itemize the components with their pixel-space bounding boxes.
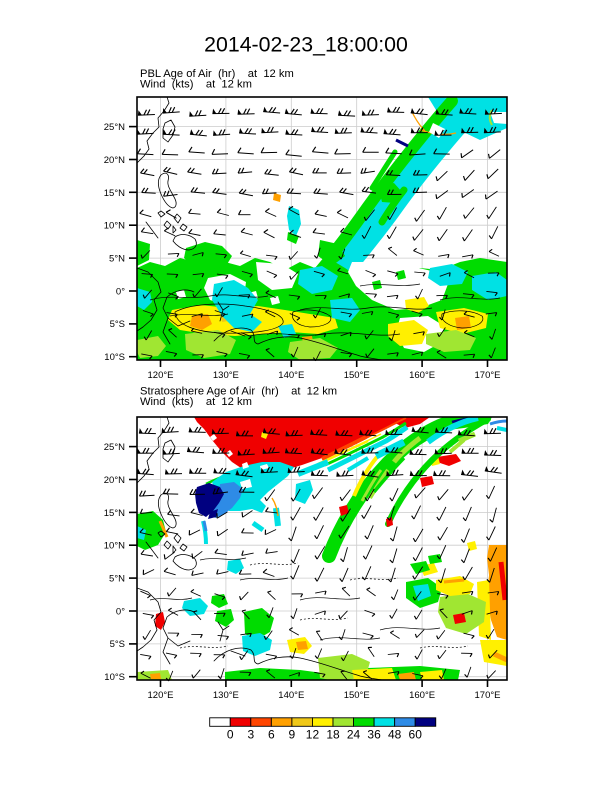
svg-text:Wind (kts) at 12 km: Wind (kts) at 12 km — [140, 396, 252, 408]
svg-text:5°N: 5°N — [109, 254, 125, 265]
svg-text:0°: 0° — [116, 286, 125, 297]
svg-text:150°E: 150°E — [344, 370, 370, 381]
svg-text:160°E: 160°E — [409, 690, 435, 701]
svg-text:10°S: 10°S — [104, 352, 125, 363]
svg-text:130°E: 130°E — [213, 370, 239, 381]
svg-text:10°S: 10°S — [104, 672, 125, 683]
svg-text:20°N: 20°N — [104, 155, 125, 166]
svg-text:5°N: 5°N — [109, 574, 125, 585]
svg-text:140°E: 140°E — [278, 370, 304, 381]
svg-text:170°E: 170°E — [475, 690, 501, 701]
svg-text:140°E: 140°E — [278, 690, 304, 701]
svg-text:6: 6 — [268, 728, 275, 742]
svg-text:PBL Age of Air (hr) at 12: PBL Age of Air (hr) at 12 km — [140, 68, 294, 80]
svg-text:10°N: 10°N — [104, 541, 125, 552]
svg-text:Wind (kts) at 12 km: Wind (kts) at 12 km — [140, 79, 252, 91]
svg-text:25°N: 25°N — [104, 122, 125, 133]
svg-text:170°E: 170°E — [475, 370, 501, 381]
svg-text:60: 60 — [409, 728, 423, 742]
svg-text:Stratosphere Age of Air (hr): Stratosphere Age of Air (hr) at 12 km — [140, 386, 337, 398]
svg-text:150°E: 150°E — [344, 690, 370, 701]
svg-text:18: 18 — [326, 728, 340, 742]
svg-text:48: 48 — [388, 728, 402, 742]
svg-text:160°E: 160°E — [409, 370, 435, 381]
svg-text:15°N: 15°N — [104, 188, 125, 199]
svg-text:0: 0 — [227, 728, 234, 742]
svg-text:2014-02-23_18:00:00: 2014-02-23_18:00:00 — [204, 33, 408, 57]
svg-text:36: 36 — [367, 728, 381, 742]
svg-text:130°E: 130°E — [213, 690, 239, 701]
svg-text:5°S: 5°S — [110, 319, 125, 330]
svg-text:120°E: 120°E — [148, 370, 174, 381]
svg-text:10°N: 10°N — [104, 221, 125, 232]
svg-text:0°: 0° — [116, 606, 125, 617]
svg-text:3: 3 — [247, 728, 254, 742]
svg-text:15°N: 15°N — [104, 508, 125, 519]
svg-text:120°E: 120°E — [148, 690, 174, 701]
svg-text:25°N: 25°N — [104, 442, 125, 453]
svg-text:20°N: 20°N — [104, 475, 125, 486]
svg-text:9: 9 — [289, 728, 296, 742]
svg-text:5°S: 5°S — [110, 639, 125, 650]
svg-text:12: 12 — [306, 728, 320, 742]
svg-text:24: 24 — [347, 728, 361, 742]
